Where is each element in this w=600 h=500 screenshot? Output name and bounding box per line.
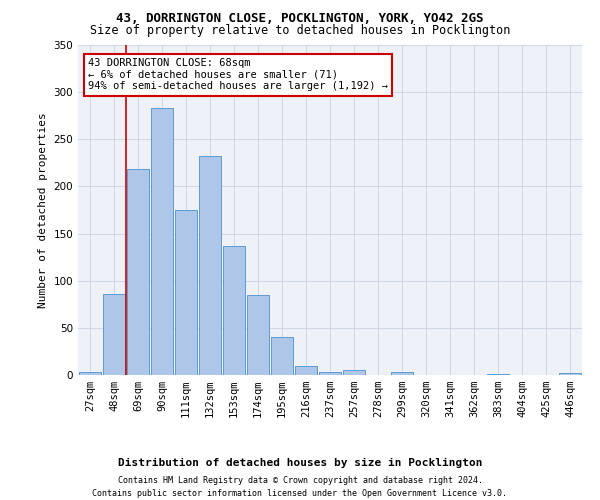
Bar bbox=[487, 374, 509, 375]
Bar bbox=[127, 170, 149, 375]
Bar bbox=[271, 338, 293, 375]
Bar bbox=[295, 366, 317, 375]
Bar bbox=[103, 294, 125, 375]
Bar bbox=[391, 372, 413, 375]
Bar bbox=[175, 210, 197, 375]
Bar bbox=[223, 246, 245, 375]
Bar bbox=[343, 370, 365, 375]
Text: 43 DORRINGTON CLOSE: 68sqm
← 6% of detached houses are smaller (71)
94% of semi-: 43 DORRINGTON CLOSE: 68sqm ← 6% of detac… bbox=[88, 58, 388, 92]
Text: Size of property relative to detached houses in Pocklington: Size of property relative to detached ho… bbox=[90, 24, 510, 37]
Bar bbox=[151, 108, 173, 375]
Bar bbox=[79, 372, 101, 375]
Text: Contains HM Land Registry data © Crown copyright and database right 2024.: Contains HM Land Registry data © Crown c… bbox=[118, 476, 482, 485]
Bar bbox=[559, 373, 581, 375]
Bar bbox=[199, 156, 221, 375]
Text: Distribution of detached houses by size in Pocklington: Distribution of detached houses by size … bbox=[118, 458, 482, 468]
Y-axis label: Number of detached properties: Number of detached properties bbox=[38, 112, 48, 308]
Bar bbox=[247, 295, 269, 375]
Bar bbox=[319, 372, 341, 375]
Text: Contains public sector information licensed under the Open Government Licence v3: Contains public sector information licen… bbox=[92, 489, 508, 498]
Text: 43, DORRINGTON CLOSE, POCKLINGTON, YORK, YO42 2GS: 43, DORRINGTON CLOSE, POCKLINGTON, YORK,… bbox=[116, 12, 484, 26]
